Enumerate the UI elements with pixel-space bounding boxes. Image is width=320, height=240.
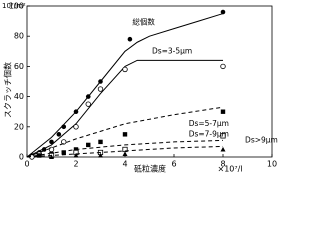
data-point [56, 132, 62, 137]
y-tick-label: 40 [14, 92, 24, 101]
data-point [49, 139, 54, 145]
data-point [37, 153, 42, 158]
data-point [85, 94, 91, 99]
x-tick-label: 4 [122, 160, 127, 169]
data-point [73, 109, 79, 114]
x-tick-label: 8 [220, 160, 225, 169]
data-point [127, 36, 133, 42]
y-tick-label: 60 [14, 62, 24, 71]
y-axis-label: スクラッチ個数 [3, 62, 13, 118]
fit-curve [26, 145, 224, 158]
data-point [98, 152, 103, 158]
data-point [122, 132, 128, 137]
fit-curve [26, 59, 223, 158]
data-point [97, 86, 104, 92]
x-tick-label: 10 [267, 160, 277, 169]
series-label: Ds>9μm [245, 135, 278, 144]
y-tick-label: 80 [14, 32, 24, 41]
x-tick-label: 6 [171, 160, 176, 169]
x-tick-label: 2 [73, 160, 78, 169]
y-tick-label: 20 [14, 122, 24, 131]
data-point [220, 109, 226, 114]
data-point [220, 133, 226, 139]
x-unit: ×10⁷/l [217, 165, 242, 174]
y-tick-label: 100 [9, 2, 24, 11]
data-point [122, 66, 128, 73]
data-point [85, 101, 91, 107]
x-tick-label: 0 [24, 160, 29, 169]
data-point [73, 124, 79, 130]
chart: 10⁷/m² スクラッチ個数 砥粒濃度 ×10⁷/l 0 2 4 6 8 10020406… [2, 2, 278, 174]
data-point [73, 152, 79, 158]
x-axis-label: 砥粒濃度 [134, 164, 166, 174]
data-point [220, 146, 226, 152]
series-label: Ds=5-7μm [189, 119, 229, 128]
fit-curve [26, 106, 224, 158]
series-label: 総個数 [132, 17, 155, 27]
data-point [49, 154, 54, 159]
plot-frame [26, 5, 273, 158]
series-label: Ds=3-5μm [152, 46, 192, 55]
data-point [98, 79, 103, 84]
data-point [98, 139, 103, 145]
data-point [48, 146, 55, 153]
data-point [220, 9, 226, 15]
data-point [122, 151, 128, 156]
data-point [61, 124, 67, 130]
fit-curve [26, 139, 224, 158]
y-tick-label: 0 [19, 153, 24, 162]
series-label: Ds=7-9μm [189, 129, 229, 138]
data-point [61, 139, 67, 145]
data-point [61, 150, 66, 155]
y-unit: 10⁷/m² [2, 2, 26, 10]
data-point [220, 63, 226, 70]
data-point [86, 142, 91, 148]
